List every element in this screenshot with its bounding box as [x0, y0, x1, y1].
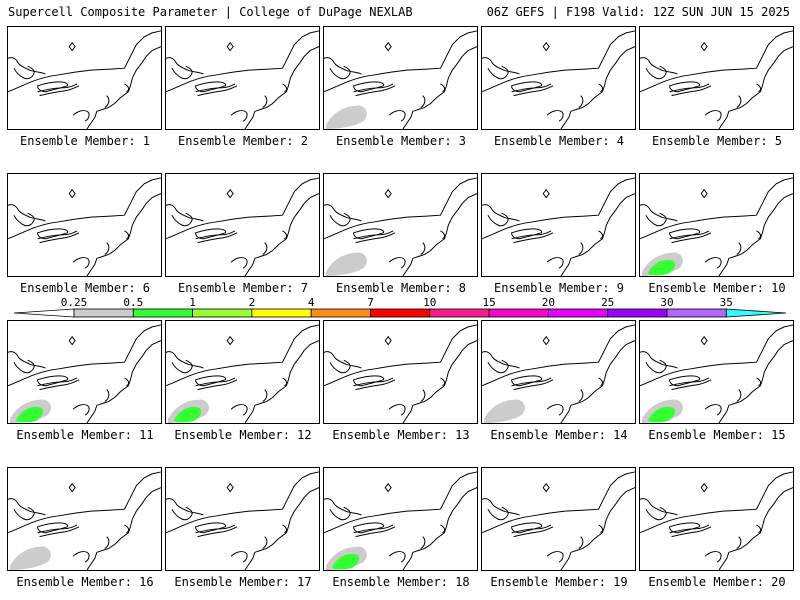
ensemble-member-panel	[7, 467, 162, 571]
ensemble-member-label: Ensemble Member: 16	[16, 575, 154, 589]
ensemble-member-panel	[7, 173, 162, 277]
colorbar-segment	[666, 308, 727, 318]
colorbar-segment	[429, 308, 490, 318]
ensemble-member-label: Ensemble Member: 7	[177, 281, 309, 295]
map-outline-svg	[8, 471, 161, 570]
ensemble-member-label: Ensemble Member: 8	[335, 281, 467, 295]
colorbar-tick-label: 15	[482, 296, 495, 309]
colorbar-tick-label: 1	[189, 296, 196, 309]
ensemble-member-label: Ensemble Member: 14	[490, 428, 628, 442]
colorbar-tick-label: 0.25	[61, 296, 88, 309]
map-outline-svg	[166, 30, 319, 129]
ensemble-member-panel	[165, 173, 320, 277]
ensemble-member-label: Ensemble Member: 1	[19, 134, 151, 148]
map-outline-svg	[640, 177, 793, 276]
colorbar-tick-label: 30	[660, 296, 673, 309]
color-bar-legend: 0.25 0.5 1 2 4 7 10 15 20 25 30 35	[0, 296, 800, 320]
colorbar-segment	[607, 308, 668, 318]
map-outline-svg	[482, 30, 635, 129]
ensemble-member-label: Ensemble Member: 6	[19, 281, 151, 295]
ensemble-member-label: Ensemble Member: 5	[651, 134, 783, 148]
ensemble-member-panel	[481, 173, 636, 277]
map-outline-svg	[166, 177, 319, 276]
ensemble-member-panel	[165, 320, 320, 424]
colorbar-tick-label: 2	[249, 296, 256, 309]
ensemble-member-label: Ensemble Member: 4	[493, 134, 625, 148]
ensemble-member-label: Ensemble Member: 2	[177, 134, 309, 148]
chart-title: Supercell Composite Parameter | College …	[8, 5, 413, 19]
ensemble-member-panel	[639, 26, 794, 130]
colorbar-segment	[132, 308, 194, 318]
map-outline-svg	[640, 471, 793, 570]
colorbar-segment	[251, 308, 312, 318]
colorbar-tick-label: 4	[308, 296, 315, 309]
ensemble-member-label: Ensemble Member: 18	[332, 575, 470, 589]
map-outline-svg	[166, 471, 319, 570]
ensemble-member-panel	[7, 320, 162, 424]
colorbar-tick-label: 20	[542, 296, 555, 309]
map-outline-svg	[482, 324, 635, 423]
map-outline-svg	[8, 324, 161, 423]
ensemble-member-label: Ensemble Member: 20	[648, 575, 786, 589]
ensemble-member-panel	[323, 26, 478, 130]
ensemble-member-label: Ensemble Member: 12	[174, 428, 312, 442]
ensemble-member-panel	[165, 26, 320, 130]
colorbar-right-arrow	[725, 308, 787, 318]
ensemble-member-panel	[323, 173, 478, 277]
map-outline-svg	[640, 30, 793, 129]
colorbar-segment	[488, 308, 549, 318]
map-outline-svg	[324, 30, 477, 129]
color-bar-svg: 0.25 0.5 1 2 4 7 10 15 20 25 30 35	[13, 296, 787, 318]
ensemble-member-label: Ensemble Member: 10	[648, 281, 786, 295]
map-outline-svg	[8, 30, 161, 129]
map-outline-svg	[324, 471, 477, 570]
map-outline-svg	[482, 471, 635, 570]
ensemble-member-panel	[165, 467, 320, 571]
colorbar-segment	[310, 308, 371, 318]
map-outline-svg	[324, 177, 477, 276]
ensemble-member-panel	[323, 320, 478, 424]
map-outline-svg	[482, 177, 635, 276]
ensemble-member-label: Ensemble Member: 19	[490, 575, 628, 589]
colorbar-tick-label: 25	[601, 296, 614, 309]
ensemble-member-label: Ensemble Member: 11	[16, 428, 154, 442]
colorbar-segment	[548, 308, 609, 318]
colorbar-tick-label: 35	[720, 296, 733, 309]
colorbar-segment	[73, 308, 134, 318]
ensemble-member-panel	[481, 320, 636, 424]
map-outline-svg	[166, 324, 319, 423]
map-outline-svg	[8, 177, 161, 276]
colorbar-segment	[370, 308, 431, 318]
ensemble-member-panel	[7, 26, 162, 130]
ensemble-member-label: Ensemble Member: 13	[332, 428, 470, 442]
ensemble-member-panel	[481, 467, 636, 571]
ensemble-member-label: Ensemble Member: 9	[493, 281, 625, 295]
ensemble-member-panel	[481, 26, 636, 130]
ensemble-member-panel	[639, 467, 794, 571]
ensemble-member-label: Ensemble Member: 15	[648, 428, 786, 442]
colorbar-tick-label: 0.5	[123, 296, 143, 309]
colorbar-tick-label: 7	[367, 296, 374, 309]
ensemble-member-panel	[639, 173, 794, 277]
ensemble-member-panel	[323, 467, 478, 571]
map-outline-svg	[640, 324, 793, 423]
colorbar-tick-label: 10	[423, 296, 436, 309]
colorbar-left-arrow	[13, 308, 75, 318]
ensemble-member-label: Ensemble Member: 3	[335, 134, 467, 148]
ensemble-member-label: Ensemble Member: 17	[174, 575, 312, 589]
map-outline-svg	[324, 324, 477, 423]
ensemble-member-panel	[639, 320, 794, 424]
run-valid-time: 06Z GEFS | F198 Valid: 12Z SUN JUN 15 20…	[486, 5, 790, 19]
colorbar-segment	[192, 308, 253, 318]
